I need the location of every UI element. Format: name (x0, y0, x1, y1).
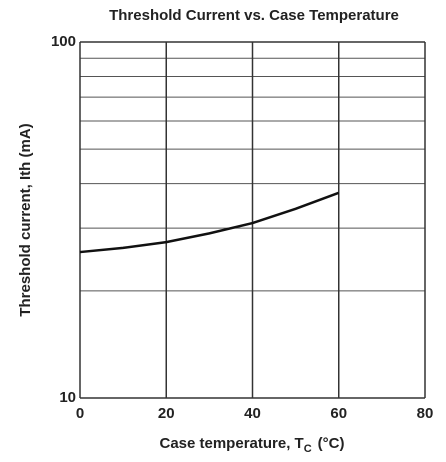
chart-title: Threshold Current vs. Case Temperature (109, 7, 399, 24)
y-tick-label: 100 (51, 33, 76, 50)
y-tick-label: 10 (59, 389, 76, 406)
x-axis-label: Case temperature, TC (°C) (159, 435, 344, 455)
x-tick-label: 60 (330, 405, 347, 422)
x-label-unit: (°C) (318, 435, 345, 452)
x-tick-label: 0 (76, 405, 84, 422)
x-tick-label: 20 (158, 405, 175, 422)
x-label-sub: C (304, 443, 312, 455)
y-axis-label: Threshold current, Ith (mA) (17, 123, 34, 316)
series-line (79, 191, 340, 254)
x-tick-label: 80 (417, 405, 434, 422)
x-label-main: Case temperature, T (159, 435, 303, 452)
x-tick-label: 40 (244, 405, 261, 422)
